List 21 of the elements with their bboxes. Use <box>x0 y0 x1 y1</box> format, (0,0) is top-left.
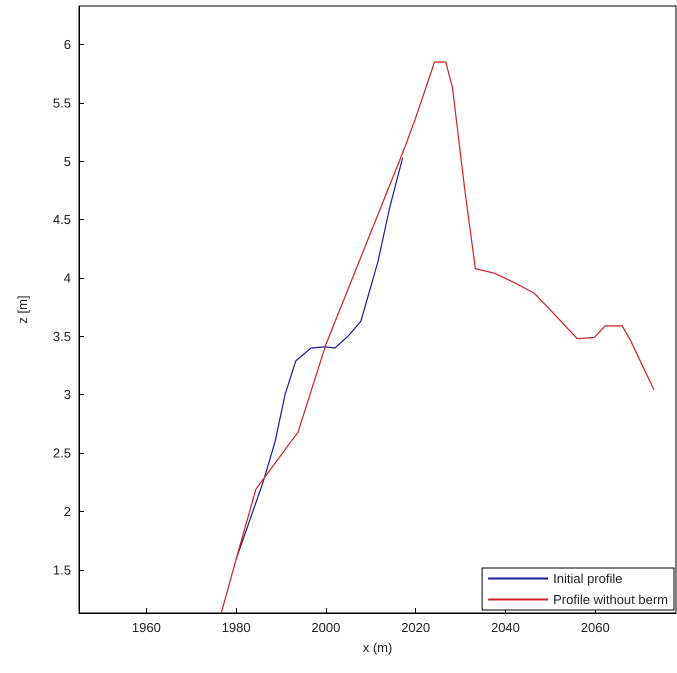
x-tick-label: 1960 <box>132 620 161 635</box>
x-tick-label: 2060 <box>580 620 610 635</box>
y-tick-label: 4 <box>64 270 71 286</box>
y-tick-label: 2 <box>64 504 71 519</box>
line-series <box>236 157 404 560</box>
y-tick-label: 5 <box>64 154 71 169</box>
x-axis-title: x (m) <box>362 640 392 655</box>
y-tick-label: 1.5 <box>52 562 71 578</box>
x-tick-label: 2000 <box>311 620 340 635</box>
x-tick-label: 2040 <box>490 620 520 635</box>
legend-label: Initial profile <box>553 571 622 586</box>
y-tick-label: 3 <box>64 387 71 402</box>
y-tick-label: 6 <box>64 37 71 52</box>
legend-label: Profile without berm <box>553 592 668 607</box>
y-tick-label: 5.5 <box>52 95 71 110</box>
x-tick-label: 1980 <box>222 620 251 635</box>
y-tick-label: 3.5 <box>52 328 71 344</box>
y-axis-title: z [m] <box>15 295 30 324</box>
y-tick-label: 2.5 <box>52 446 71 461</box>
y-tick-label: 4.5 <box>52 212 71 228</box>
x-tick-label: 2020 <box>401 620 430 635</box>
